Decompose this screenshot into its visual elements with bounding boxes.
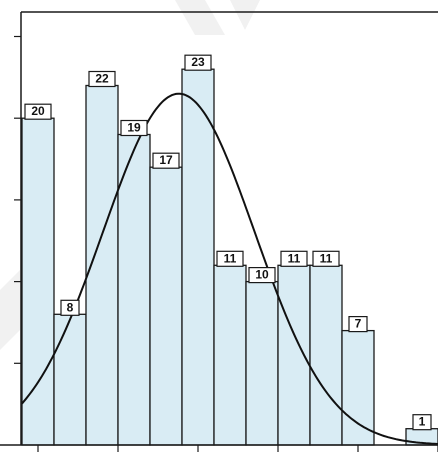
data-label-7: 11 [216,250,244,267]
normal-curve [21,92,438,445]
data-label-8: 10 [248,267,276,284]
data-label-box [348,316,368,333]
data-label-6: 23 [184,54,212,71]
data-label-box [24,103,52,120]
bar-4 [117,133,151,446]
data-label-box [88,70,116,88]
bar-9 [277,264,311,446]
bar-6 [181,68,215,446]
data-label-9: 11 [280,250,308,267]
bar-2 [53,313,87,446]
data-label-text: 17 [159,153,173,167]
data-label-4: 19 [120,119,148,137]
data-label-box [184,54,212,71]
data-label-text: 11 [224,251,237,265]
data-label-box [312,250,340,267]
bar-10 [309,264,343,446]
data-label-text: 22 [95,72,109,86]
data-label-box [280,250,308,267]
data-label-13: 1 [412,414,432,431]
data-label-text: 19 [127,121,141,135]
data-label-2: 8 [60,299,80,316]
data-label-text: 20 [31,104,45,118]
data-label-box [152,152,180,169]
data-label-3: 22 [88,70,116,88]
data-label-text: 11 [320,251,333,265]
data-labels-layer: 20 8 22 19 17 23 11 10 11 11 7 1 [24,54,432,431]
bar-5 [149,166,183,446]
bar-7 [213,264,247,446]
data-label-11: 7 [348,316,368,333]
data-label-1: 20 [24,103,52,120]
bars-layer [21,68,438,446]
data-label-text: 7 [355,317,362,331]
data-label-box [60,299,80,316]
watermark [0,0,260,350]
data-label-box [120,119,148,137]
axis-ticks [14,35,438,452]
data-label-5: 17 [152,152,180,169]
data-label-text: 10 [255,268,269,282]
axes [0,11,438,446]
data-label-box [248,267,276,284]
bar-1 [21,117,55,446]
data-label-box [216,250,244,267]
data-label-text: 8 [67,300,74,314]
data-label-text: 1 [419,415,426,429]
bar-11 [341,329,375,446]
bar-8 [245,280,279,446]
data-label-10: 11 [312,250,340,267]
data-label-text: 11 [288,251,301,265]
data-label-box [412,414,432,431]
data-label-text: 23 [191,55,205,69]
